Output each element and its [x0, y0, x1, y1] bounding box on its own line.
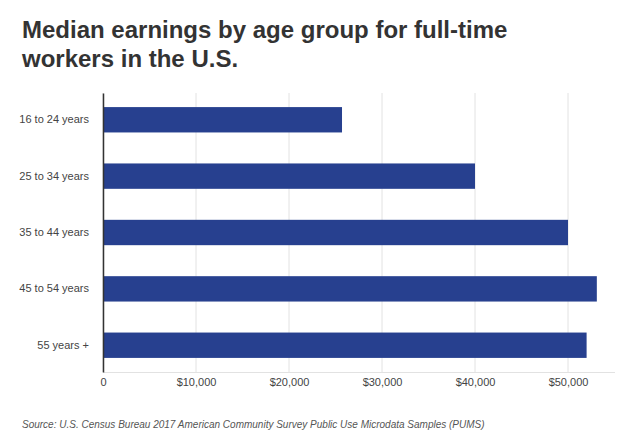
grid — [103, 93, 568, 372]
x-tick: 0 — [100, 372, 106, 388]
y-axis-line — [103, 94, 105, 373]
x-tick: $50,000 — [549, 372, 589, 388]
x-axis-line — [104, 372, 616, 373]
x-axis: 0 $10,000 $20,000 $30,000 $40,000 $50,000 — [100, 372, 615, 388]
x-tick-label: $30,000 — [363, 376, 403, 388]
bar — [103, 276, 597, 301]
y-tick: 16 to 24 years — [19, 113, 103, 125]
source: Source: U.S. Census Bureau 2017 American… — [22, 419, 485, 430]
y-tick-label: 55 years + — [37, 339, 89, 351]
bar — [103, 220, 568, 245]
bar — [103, 107, 342, 132]
x-tick-label: 0 — [100, 376, 106, 388]
y-tick-label: 45 to 54 years — [19, 282, 89, 294]
x-tick: $10,000 — [177, 372, 217, 388]
y-tick: 35 to 44 years — [19, 226, 103, 238]
x-tick-label: $40,000 — [456, 376, 496, 388]
y-tick-label: 35 to 44 years — [19, 226, 89, 238]
x-tick-label: $10,000 — [177, 376, 217, 388]
bars — [103, 107, 597, 358]
chart: Median earnings by age group for full-ti… — [0, 0, 640, 448]
title-line: Median earnings by age group for full-ti… — [22, 16, 507, 43]
title: Median earnings by age group for full-ti… — [21, 16, 507, 72]
bar — [103, 333, 587, 358]
x-tick: $40,000 — [456, 372, 496, 388]
x-tick-label: $20,000 — [270, 376, 310, 388]
y-tick-label: 16 to 24 years — [19, 113, 89, 125]
x-tick: $30,000 — [363, 372, 403, 388]
y-tick-label: 25 to 34 years — [19, 170, 89, 182]
x-tick: $20,000 — [270, 372, 310, 388]
grid-line — [103, 93, 104, 372]
bar — [103, 163, 475, 188]
y-tick: 45 to 54 years — [19, 282, 103, 294]
title-line: workers in the U.S. — [21, 45, 238, 72]
x-tick-label: $50,000 — [549, 376, 589, 388]
y-tick: 25 to 34 years — [19, 170, 103, 182]
y-axis: 16 to 24 years 25 to 34 years 35 to 44 yea… — [19, 94, 103, 373]
y-tick: 55 years + — [37, 339, 103, 351]
